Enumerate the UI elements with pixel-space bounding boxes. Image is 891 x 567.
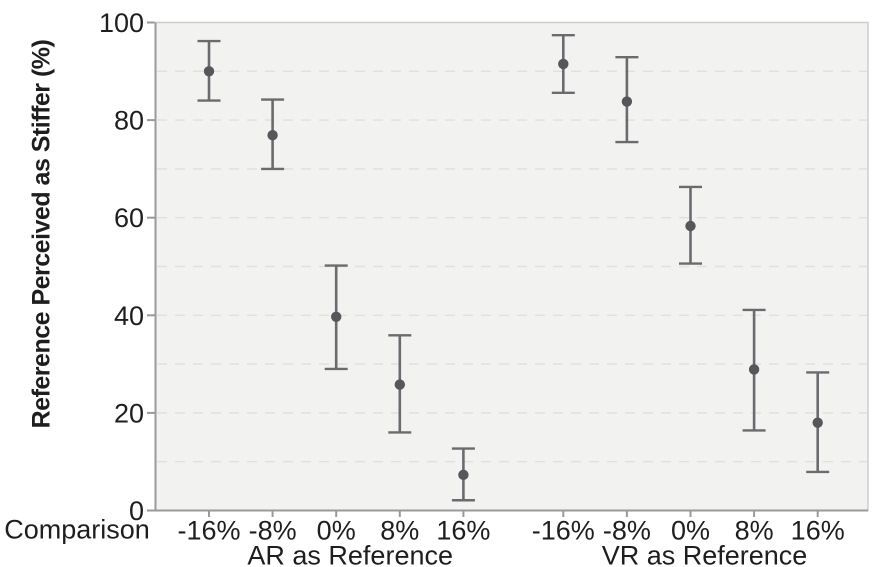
x-axis-title: Comparison: [4, 514, 150, 545]
y-tick-label: 20: [114, 398, 144, 428]
x-tick-label: -8%: [249, 516, 297, 546]
data-point: [621, 96, 633, 107]
data-point: [203, 66, 215, 77]
x-tick-label: -16%: [177, 516, 240, 546]
data-point: [331, 311, 342, 322]
x-tick-label: 16%: [791, 516, 845, 546]
y-axis-title: Reference Perceived as Stiffer (%): [27, 39, 56, 429]
data-point: [458, 469, 469, 481]
y-tick-label: 80: [114, 106, 144, 136]
data-point: [812, 417, 823, 428]
x-tick-label: -16%: [532, 516, 595, 546]
x-tick-label: 16%: [436, 516, 490, 546]
x-tick-label: 8%: [380, 516, 419, 546]
x-tick-label: -8%: [603, 516, 651, 546]
data-point: [267, 130, 278, 141]
data-point: [748, 364, 760, 375]
y-tick-label: 0: [129, 496, 144, 526]
data-point: [558, 58, 569, 70]
group-label: AR as Reference: [247, 541, 453, 567]
y-tick-label: 100: [99, 8, 144, 38]
x-tick-label: 0%: [317, 516, 356, 546]
data-point: [685, 220, 696, 232]
plot-panel: [154, 21, 869, 512]
x-tick-label: 0%: [671, 516, 710, 546]
data-point: [394, 379, 405, 390]
group-label: VR as Reference: [602, 541, 808, 567]
x-tick-label: 8%: [735, 516, 774, 546]
y-tick-label: 60: [114, 203, 144, 233]
y-tick-label: 40: [114, 301, 144, 331]
